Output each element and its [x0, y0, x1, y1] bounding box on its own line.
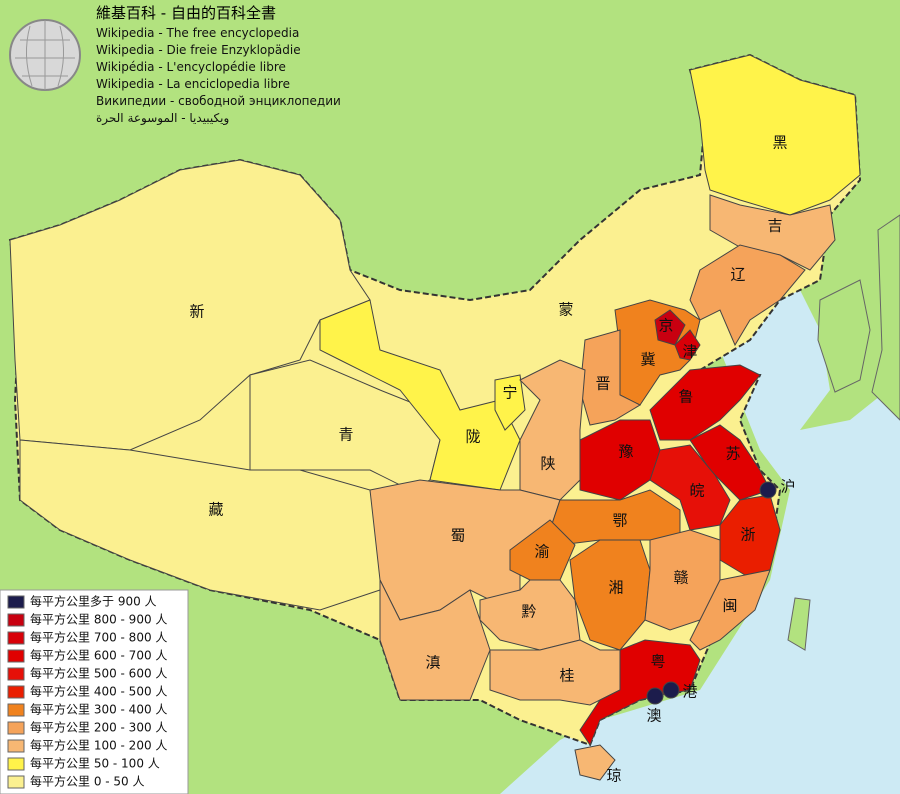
legend-swatch [7, 649, 25, 663]
province-label: 鲁 [678, 388, 693, 406]
province-region [689, 569, 771, 651]
regions [9, 54, 861, 781]
legend-swatch [7, 757, 25, 771]
header-line: Wikipedia - Die freie Enzyklopädie [96, 43, 301, 57]
province-label: 皖 [689, 482, 704, 500]
japan [871, 214, 900, 421]
province-label: 桂 [559, 667, 574, 685]
legend-swatch [7, 775, 25, 789]
header-line: Википедии - свободной энциклопедии [96, 94, 341, 108]
header-line: ويكيبيديا - الموسوعة الحرة [96, 111, 229, 126]
province-label: 苏 [725, 445, 740, 463]
taiwan [787, 597, 811, 651]
city-region [662, 681, 680, 699]
legend-label: 每平方公里 600 - 700 人 [30, 648, 167, 663]
province-label: 陇 [465, 428, 480, 446]
province-label: 津 [682, 343, 697, 361]
province-region [689, 244, 806, 347]
legend-swatch [7, 721, 25, 735]
province-region [649, 364, 761, 441]
province-region [689, 54, 861, 216]
province-label: 晋 [595, 375, 610, 393]
province-label: 澳 [646, 707, 661, 725]
legend-swatch [7, 613, 25, 627]
header-line: Wikipedia - La enciclopedia libre [96, 77, 290, 91]
legend-swatch [7, 667, 25, 681]
legend-label: 每平方公里 400 - 500 人 [30, 684, 167, 699]
legend-label: 每平方公里 800 - 900 人 [30, 612, 167, 627]
province-region [719, 494, 781, 576]
province-label: 闽 [722, 597, 737, 615]
province-region [494, 374, 526, 431]
province-label: 新 [189, 303, 204, 321]
province-region [654, 309, 686, 346]
province-label: 陕 [540, 455, 555, 473]
province-label: 豫 [618, 443, 633, 461]
legend-swatch [7, 703, 25, 717]
province-label: 藏 [208, 501, 223, 519]
legend-label: 每平方公里多于 900 人 [30, 594, 157, 609]
province-region [579, 639, 701, 747]
province-region [479, 579, 581, 651]
province-label: 粤 [650, 653, 665, 671]
legend-label: 每平方公里 0 - 50 人 [30, 774, 145, 789]
legend-label: 每平方公里 200 - 300 人 [30, 720, 167, 735]
sea [500, 290, 900, 794]
header-line: Wikipedia - The free encyclopedia [96, 26, 299, 40]
header-title: 維基百科 - 自由的百科全書 [96, 4, 276, 22]
province-label: 琼 [606, 767, 621, 785]
province-label: 渝 [534, 543, 549, 561]
korea [817, 279, 871, 393]
province-label: 蜀 [450, 527, 465, 545]
legend-label: 每平方公里 500 - 600 人 [30, 666, 167, 681]
province-label: 冀 [640, 351, 655, 369]
legend-swatch [7, 739, 25, 753]
header-line: Wikipédia - L'encyclopédie libre [96, 60, 286, 74]
header: 維基百科 - 自由的百科全書 Wikipedia - The free ency… [96, 4, 341, 126]
legend-swatch [7, 685, 25, 699]
legend-box [0, 589, 189, 794]
globe-lines [15, 20, 75, 90]
legend-label: 每平方公里 700 - 800 人 [30, 630, 167, 645]
province-label: 宁 [502, 384, 517, 402]
province-label: 青 [338, 426, 353, 444]
logo [9, 19, 81, 91]
city-region [646, 687, 664, 705]
province-region [519, 359, 586, 501]
province-label: 赣 [673, 569, 688, 587]
province-label: 辽 [730, 266, 745, 284]
province-region [674, 329, 701, 361]
province-label: 京 [658, 317, 673, 335]
province-label: 沪 [780, 478, 795, 496]
province-label: 滇 [425, 654, 440, 672]
province-label: 湘 [608, 579, 623, 597]
province-label: 黔 [521, 603, 536, 621]
province-label: 浙 [740, 526, 755, 544]
legend-label: 每平方公里 100 - 200 人 [30, 738, 167, 753]
legend-label: 每平方公里 300 - 400 人 [30, 702, 167, 717]
legend-swatch [7, 631, 25, 645]
legend-swatch [7, 595, 25, 609]
province-label: 吉 [767, 217, 782, 235]
province-label: 鄂 [612, 512, 627, 530]
province-region [709, 194, 836, 271]
province-label: 黑 [772, 134, 787, 152]
province-label: 港 [682, 683, 697, 701]
province-region [489, 639, 626, 706]
legend-label: 每平方公里 50 - 100 人 [30, 756, 160, 771]
city-region [759, 481, 777, 499]
province-label: 蒙 [558, 301, 573, 319]
province-region [574, 744, 616, 781]
province-region [319, 299, 521, 491]
